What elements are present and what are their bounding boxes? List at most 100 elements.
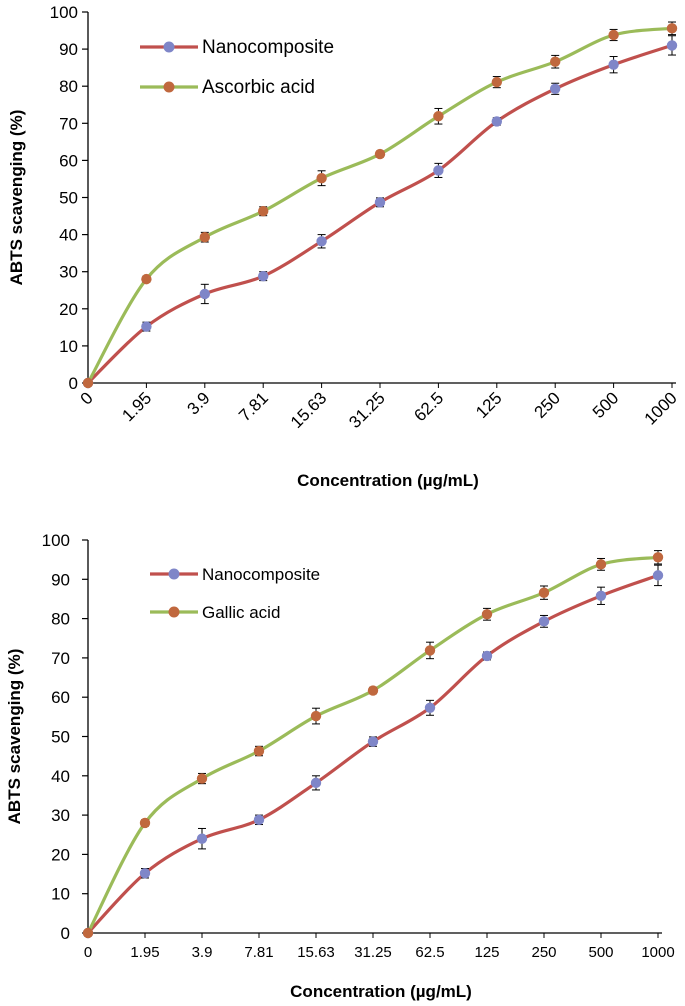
legend-swatch-marker xyxy=(168,606,180,618)
series-line-nanocomposite xyxy=(86,43,674,385)
legend-swatch-marker xyxy=(168,568,180,580)
y-tick-label: 70 xyxy=(51,649,70,668)
data-point-ascorbic-acid xyxy=(141,273,152,285)
data-point-gallic-acid xyxy=(253,745,265,757)
data-point-nanocomposite xyxy=(538,616,550,627)
data-point-gallic-acid xyxy=(538,587,550,598)
x-tick-label: 250 xyxy=(531,388,564,421)
y-tick-label: 100 xyxy=(50,3,78,22)
x-tick-label: 0 xyxy=(77,388,97,408)
data-point-nanocomposite xyxy=(424,702,436,714)
legend-label: Ascorbic acid xyxy=(202,77,315,98)
data-point-ascorbic-acid xyxy=(258,206,269,217)
legend-label: Gallic acid xyxy=(202,603,280,622)
data-point-nanocomposite xyxy=(595,590,607,602)
data-point-nanocomposite xyxy=(550,83,561,94)
x-tick-label: 3.9 xyxy=(183,388,213,418)
legend-swatch-marker xyxy=(163,41,175,53)
x-tick-label: 31.25 xyxy=(354,944,392,961)
x-tick-label: 3.9 xyxy=(192,944,213,961)
data-point-gallic-acid xyxy=(424,645,436,656)
y-tick-label: 50 xyxy=(59,189,78,208)
data-point-nanocomposite xyxy=(652,570,664,581)
x-tick-label: 7.81 xyxy=(235,388,272,425)
x-tick-label: 500 xyxy=(588,944,613,961)
y-tick-label: 30 xyxy=(59,263,78,282)
data-point-ascorbic-acid xyxy=(199,231,210,243)
data-point-nanocomposite xyxy=(141,321,152,332)
y-tick-label: 60 xyxy=(51,688,70,707)
data-point-nanocomposite xyxy=(253,814,265,826)
data-point-nanocomposite xyxy=(316,236,327,247)
data-point-nanocomposite xyxy=(196,833,208,844)
x-tick-label: 1.95 xyxy=(118,388,155,425)
y-axis-title: ABTS scavenging (%) xyxy=(5,649,24,825)
x-tick-label: 125 xyxy=(474,944,499,961)
x-tick-label: 15.63 xyxy=(287,388,331,432)
data-point-gallic-acid xyxy=(481,609,493,620)
x-tick-label: 31.25 xyxy=(345,388,389,432)
data-point-nanocomposite xyxy=(139,868,151,879)
y-tick-label: 100 xyxy=(42,531,70,550)
data-point-ascorbic-acid xyxy=(374,148,386,160)
y-tick-label: 90 xyxy=(51,570,70,589)
y-tick-label: 10 xyxy=(59,337,78,356)
x-tick-label: 125 xyxy=(472,388,505,421)
data-point-nanocomposite xyxy=(258,270,269,282)
x-tick-label: 7.81 xyxy=(244,944,273,961)
y-tick-label: 30 xyxy=(51,806,70,825)
data-point-gallic-acid xyxy=(196,773,208,784)
data-point-ascorbic-acid xyxy=(550,56,561,67)
data-point-gallic-acid xyxy=(139,817,151,829)
data-point-gallic-acid xyxy=(652,552,664,563)
x-tick-label: 1000 xyxy=(641,388,681,428)
x-tick-label: 0 xyxy=(84,944,92,961)
x-axis-title: Concentration (µg/mL) xyxy=(297,471,479,490)
series-line-nanocomposite xyxy=(86,573,660,935)
y-tick-label: 20 xyxy=(51,845,70,864)
data-point-gallic-acid xyxy=(310,710,322,722)
data-point-ascorbic-acid xyxy=(433,111,444,122)
data-point-nanocomposite xyxy=(367,736,379,747)
x-tick-label: 1.95 xyxy=(130,944,159,961)
x-axis-title: Concentration (µg/mL) xyxy=(290,982,472,1001)
x-tick-label: 62.5 xyxy=(410,388,447,425)
y-tick-label: 20 xyxy=(59,300,78,319)
data-point-ascorbic-acid xyxy=(491,76,502,88)
y-tick-label: 90 xyxy=(59,40,78,59)
data-point-nanocomposite xyxy=(481,650,493,662)
data-point-ascorbic-acid xyxy=(316,173,327,184)
y-tick-label: 40 xyxy=(59,226,78,245)
y-tick-label: 80 xyxy=(59,77,78,96)
x-tick-label: 62.5 xyxy=(415,944,444,961)
x-tick-label: 500 xyxy=(589,388,622,421)
y-tick-label: 0 xyxy=(61,924,70,943)
y-tick-label: 80 xyxy=(51,610,70,629)
y-tick-label: 60 xyxy=(59,151,78,170)
data-point-nanocomposite xyxy=(374,197,386,208)
data-point-nanocomposite xyxy=(491,116,502,127)
y-axis-title: ABTS scavenging (%) xyxy=(7,110,26,286)
data-point-ascorbic-acid xyxy=(666,23,678,34)
data-point-gallic-acid xyxy=(82,927,94,939)
legend-swatch-marker xyxy=(163,81,175,93)
x-tick-label: 1000 xyxy=(641,944,674,961)
legend-label: Nanocomposite xyxy=(202,37,334,58)
data-point-nanocomposite xyxy=(310,777,322,789)
y-tick-label: 0 xyxy=(69,374,78,393)
data-point-gallic-acid xyxy=(595,559,607,570)
x-tick-label: 250 xyxy=(531,944,556,961)
data-point-nanocomposite xyxy=(199,288,210,300)
y-tick-label: 70 xyxy=(59,114,78,133)
data-point-ascorbic-acid xyxy=(608,29,619,41)
data-point-ascorbic-acid xyxy=(82,377,94,389)
y-tick-label: 40 xyxy=(51,767,70,786)
x-tick-label: 15.63 xyxy=(297,944,335,961)
y-tick-label: 10 xyxy=(51,885,70,904)
data-point-nanocomposite xyxy=(608,59,619,70)
data-point-nanocomposite xyxy=(433,165,444,176)
data-point-gallic-acid xyxy=(367,685,379,696)
